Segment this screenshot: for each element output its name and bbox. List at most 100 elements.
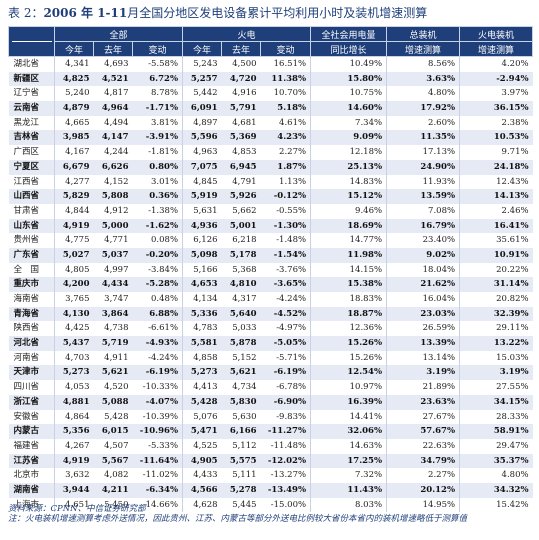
- region-name: 吉林省: [8, 130, 55, 146]
- title-year: 2006 年 1-11: [43, 6, 128, 20]
- cell-total-last-year: 4,082: [93, 468, 133, 483]
- cell-thermal-change: 1.87%: [260, 159, 311, 175]
- cell-thermal-change: -4.52%: [260, 306, 311, 322]
- cell-thermal-capacity-growth: 9.71%: [459, 145, 533, 160]
- cell-capacity-growth: 16.79%: [386, 218, 460, 234]
- cell-capacity-growth: 18.04%: [386, 262, 460, 278]
- cell-total-this-year: 4,267: [54, 438, 94, 454]
- cell-total-last-year: 4,152: [93, 174, 133, 190]
- region-name: 江西省: [8, 174, 55, 190]
- cell-total-last-year: 4,244: [93, 145, 133, 160]
- cell-thermal-change: -1.48%: [260, 233, 311, 248]
- title-rest: 月全国分地区发电设备累计平均利用小时及装机增速测算: [127, 6, 428, 20]
- cell-capacity-growth: 4.80%: [386, 86, 460, 102]
- cell-power-use-growth: 10.97%: [310, 380, 387, 395]
- cell-total-change: -4.24%: [132, 350, 183, 366]
- table-row: 青海省 4,130 3,864 6.88% 5,336 5,640 -4.52% 18.87%…: [8, 306, 533, 322]
- cell-thermal-capacity-growth: 29.11%: [459, 321, 533, 337]
- table-row: 江苏省 4,919 5,567 -11.64% 4,905 5,575 -12.02% 17.…: [8, 453, 533, 469]
- cell-total-this-year: 4,864: [54, 409, 94, 425]
- table-row: 陕西省 4,425 4,738 -6.61% 4,783 5,033 -4.97% 12.36…: [8, 321, 533, 337]
- cell-power-use-growth: 7.32%: [310, 468, 387, 483]
- cell-thermal-capacity-growth: 2.46%: [459, 203, 533, 219]
- cell-total-last-year: 4,494: [93, 115, 133, 131]
- cell-thermal-last-year: 5,791: [221, 101, 261, 116]
- cell-capacity-growth: 23.40%: [386, 233, 460, 248]
- table-row: 安徽省 4,864 5,428 -10.39% 5,076 5,630 -9.83% 14.4…: [8, 409, 533, 425]
- subheader-thermal-change: 变动: [260, 41, 312, 57]
- cell-thermal-this-year: 6,126: [182, 233, 222, 248]
- cell-thermal-this-year: 5,442: [182, 86, 222, 102]
- cell-total-change: -3.91%: [132, 130, 183, 146]
- cell-thermal-change: -0.12%: [260, 189, 311, 204]
- cell-thermal-change: -11.48%: [260, 438, 311, 454]
- cell-power-use-growth: 32.06%: [310, 424, 387, 439]
- subheader-total-change: 变动: [131, 41, 184, 57]
- cell-thermal-this-year: 5,336: [182, 306, 222, 322]
- table-row: 甘肃省 4,844 4,912 -1.38% 5,631 5,662 -0.55% 9.46%…: [8, 203, 533, 219]
- cell-thermal-capacity-growth: 27.55%: [459, 380, 533, 395]
- cell-power-use-growth: 15.26%: [310, 336, 387, 351]
- cell-capacity-growth: 2.60%: [386, 115, 460, 131]
- cell-thermal-last-year: 5,001: [221, 218, 261, 234]
- cell-total-this-year: 5,273: [54, 365, 94, 381]
- cell-total-change: 0.80%: [132, 159, 183, 175]
- cell-thermal-this-year: 4,897: [182, 115, 222, 131]
- cell-thermal-last-year: 5,368: [221, 262, 261, 278]
- cell-total-this-year: 4,703: [54, 350, 94, 366]
- subheader-thermal-this-year: 今年: [182, 41, 223, 57]
- cell-capacity-growth: 34.79%: [386, 453, 460, 469]
- cell-total-change: -1.81%: [132, 145, 183, 160]
- cell-power-use-growth: 8.03%: [310, 497, 387, 513]
- table-row: 辽宁省 5,240 4,817 8.78% 5,442 4,916 10.70% 10.75%…: [8, 86, 533, 102]
- table-row: 湖南省 3,944 4,211 -6.34% 4,566 5,278 -13.49% 11.4…: [8, 482, 533, 498]
- cell-thermal-this-year: 5,257: [182, 71, 222, 87]
- cell-thermal-change: -5.71%: [260, 350, 311, 366]
- cell-total-change: -6.19%: [132, 365, 183, 381]
- cell-capacity-growth: 13.14%: [386, 350, 460, 366]
- table-row: 山东省 4,919 5,000 -1.62% 4,936 5,001 -1.30% 18.69…: [8, 218, 533, 234]
- cell-total-this-year: 4,775: [54, 233, 94, 248]
- cell-thermal-this-year: 4,628: [182, 497, 222, 513]
- cell-thermal-this-year: 5,098: [182, 247, 222, 263]
- cell-thermal-last-year: 4,916: [221, 86, 261, 102]
- cell-thermal-this-year: 4,134: [182, 292, 222, 307]
- table-row: 黑龙江 4,665 4,494 3.81% 4,897 4,681 4.61% 7.34% 2.…: [8, 115, 533, 131]
- group-total: 全部: [53, 26, 184, 42]
- table-row: 海南省 3,765 3,747 0.48% 4,134 4,317 -4.24% 18.83%…: [8, 292, 533, 307]
- cell-total-change: 3.81%: [132, 115, 183, 131]
- cell-total-last-year: 4,693: [93, 56, 133, 72]
- cell-thermal-capacity-growth: 36.15%: [459, 101, 533, 116]
- table-row: 广西区 4,167 4,244 -1.81% 4,963 4,853 2.27% 12.18%…: [8, 145, 533, 160]
- cell-power-use-growth: 12.54%: [310, 365, 387, 381]
- cell-total-last-year: 4,771: [93, 233, 133, 248]
- region-name: 湖北省: [8, 56, 55, 72]
- cell-thermal-this-year: 5,428: [182, 394, 222, 410]
- cell-total-last-year: 5,088: [93, 394, 133, 410]
- group-thermal-capacity: 火电装机: [459, 26, 534, 42]
- cell-total-change: 6.88%: [132, 306, 183, 322]
- cell-total-last-year: 5,428: [93, 409, 133, 425]
- region-name: 内蒙古: [8, 424, 55, 439]
- region-name: 陕西省: [8, 321, 55, 337]
- cell-power-use-growth: 18.87%: [310, 306, 387, 322]
- cell-thermal-change: 10.70%: [260, 86, 311, 102]
- cell-thermal-capacity-growth: 20.22%: [459, 262, 533, 278]
- cell-power-use-growth: 14.15%: [310, 262, 387, 278]
- cell-thermal-change: -11.27%: [260, 424, 311, 439]
- cell-capacity-growth: 23.63%: [386, 394, 460, 410]
- cell-capacity-growth: 14.95%: [386, 497, 460, 513]
- region-name: 新疆区: [8, 71, 55, 87]
- cell-thermal-last-year: 6,166: [221, 424, 261, 439]
- cell-thermal-change: -3.76%: [260, 262, 311, 278]
- table-row: 全 国 4,805 4,997 -3.84% 5,166 5,368 -3.76% 14.15…: [8, 262, 533, 278]
- cell-total-last-year: 4,817: [93, 86, 133, 102]
- utilization-table: 全部 火电 全社会用电量 总装机 火电装机 今年 去年 变动 今年 去年 变动 …: [8, 26, 534, 513]
- cell-total-this-year: 4,881: [54, 394, 94, 410]
- cell-thermal-change: -0.55%: [260, 203, 311, 219]
- cell-power-use-growth: 14.77%: [310, 233, 387, 248]
- table-row: 上海市 4,651 5,450 -14.66% 4,628 5,445 -15.00% 8.0…: [8, 497, 533, 513]
- cell-thermal-this-year: 4,783: [182, 321, 222, 337]
- cell-thermal-last-year: 5,278: [221, 482, 261, 498]
- cell-thermal-change: -9.83%: [260, 409, 311, 425]
